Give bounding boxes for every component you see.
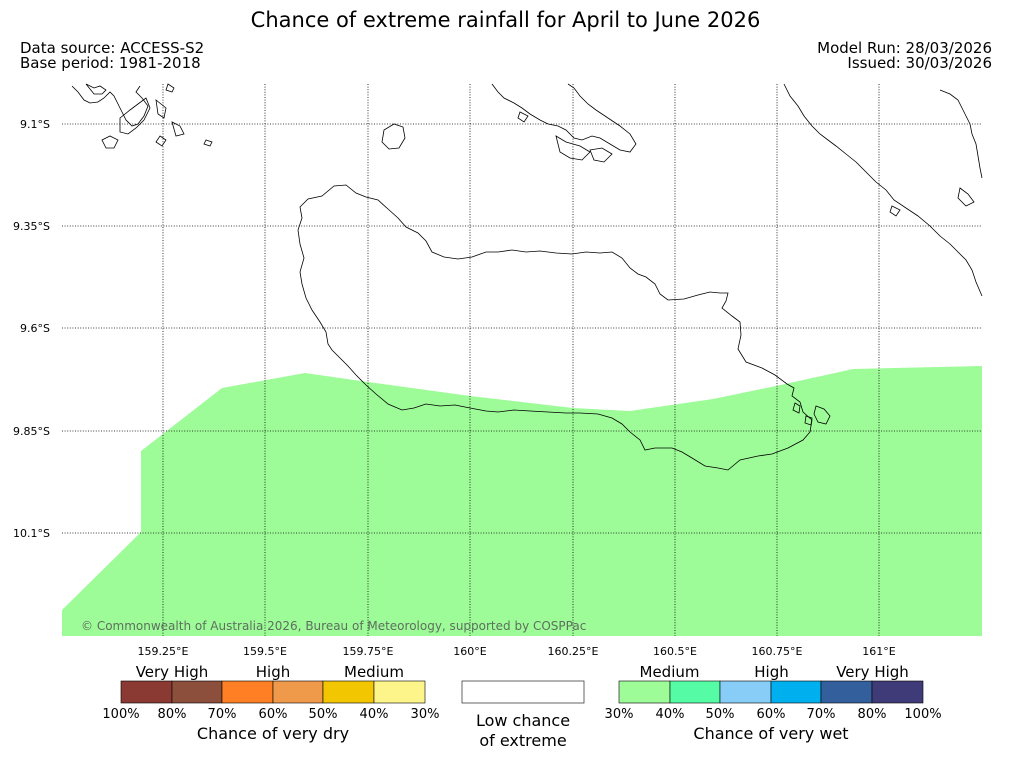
dry-caption: Chance of very dry xyxy=(196,724,350,743)
wet-colorbar xyxy=(618,680,924,704)
coastline-nw-group xyxy=(71,85,149,127)
coastline-nw-island-c xyxy=(155,99,167,119)
wet-swatch xyxy=(669,680,721,704)
wet-percent-label: 60% xyxy=(756,707,786,722)
dry-swatch xyxy=(373,680,426,704)
coastline-nw-island-d xyxy=(171,121,185,137)
wet-swatch xyxy=(871,680,924,704)
coastline-northeast-islets xyxy=(939,89,983,179)
dry-level-label: Very High xyxy=(135,663,209,681)
lon-label: 159.75°E xyxy=(342,645,394,658)
coastlines xyxy=(71,83,983,471)
map-title: Chance of extreme rainfall for April to … xyxy=(250,8,761,32)
wet-percent-label: 40% xyxy=(655,707,685,722)
dry-level-label: Medium xyxy=(344,663,404,681)
issued-text: Issued: 30/03/2026 xyxy=(847,54,992,72)
coastline-islet-1 xyxy=(813,405,831,425)
dry-percent-label: 50% xyxy=(308,707,338,722)
coastline-nw-island-b xyxy=(101,135,119,149)
dry-swatch xyxy=(272,680,324,704)
coastline-ne-islet-b xyxy=(889,205,901,217)
wet-percent-label: 50% xyxy=(705,707,735,722)
wet-swatch xyxy=(719,680,772,704)
dry-swatch xyxy=(120,680,173,704)
dry-percent-label: 70% xyxy=(207,707,237,722)
wet-level-label: Very High xyxy=(836,663,909,681)
graticule xyxy=(62,84,982,636)
dry-percent-label: 30% xyxy=(410,707,440,722)
coastline-nw-island-e xyxy=(155,135,167,147)
neutral-swatch xyxy=(461,680,585,704)
lon-label: 160.75°E xyxy=(751,645,803,658)
dry-swatch xyxy=(171,680,223,704)
very-wet-30-40-region xyxy=(62,366,982,636)
data-source-text: Data source: ACCESS-S2 xyxy=(20,39,205,57)
lat-label: 9.85°S xyxy=(13,425,50,438)
neutral-caption-line1: Low chance xyxy=(475,711,571,730)
neutral-swatch-box xyxy=(461,680,585,704)
coastline-islet-3 xyxy=(804,415,813,426)
wet-percent-label: 80% xyxy=(857,707,887,722)
lon-label: 160.25°E xyxy=(547,645,599,658)
dry-colorbar xyxy=(120,680,426,704)
lon-label: 159.25°E xyxy=(137,645,189,658)
dry-swatch xyxy=(322,680,375,704)
wet-percent-label: 30% xyxy=(604,707,634,722)
coastline-nw-island-f xyxy=(203,139,213,147)
coastline-nw-island-a xyxy=(119,97,151,135)
coastline-north-island-c xyxy=(517,111,529,123)
copyright-text: © Commonwealth of Australia 2026, Bureau… xyxy=(81,619,587,633)
coastline-nw-island-g xyxy=(85,83,107,95)
coastline-round-islet xyxy=(381,123,406,150)
wet-percent-label: 100% xyxy=(904,707,942,722)
coastline-north-group xyxy=(491,83,637,153)
lat-label: 9.35°S xyxy=(13,220,50,233)
dry-percent-label: 40% xyxy=(359,707,389,722)
base-period-text: Base period: 1981-2018 xyxy=(20,54,201,72)
coastline-islet-2 xyxy=(792,402,801,414)
coastline-north-island-a xyxy=(555,135,591,161)
wet-level-label: Medium xyxy=(639,663,700,681)
coastline-north-island-b xyxy=(589,147,613,163)
lon-label: 160.5°E xyxy=(653,645,697,658)
lon-label: 159.5°E xyxy=(243,645,287,658)
dry-level-label: High xyxy=(255,663,291,681)
wet-percent-label: 70% xyxy=(806,707,836,722)
coastline-ne-islet-a xyxy=(957,187,975,207)
dry-percent-label: 80% xyxy=(157,707,187,722)
dry-swatch xyxy=(221,680,274,704)
coastline-main-island xyxy=(297,184,813,471)
lat-label: 9.6°S xyxy=(20,322,50,335)
model-run-text: Model Run: 28/03/2026 xyxy=(817,39,992,57)
lat-label: 9.1°S xyxy=(20,118,50,131)
lon-label: 160°E xyxy=(453,645,487,658)
lat-label: 10.1°S xyxy=(13,527,50,540)
dry-percent-label: 60% xyxy=(258,707,288,722)
coastline-northeast xyxy=(783,83,983,297)
neutral-caption-line2: of extreme xyxy=(479,731,567,750)
dry-percent-label: 100% xyxy=(102,707,140,722)
wet-swatch xyxy=(770,680,822,704)
wet-swatch xyxy=(820,680,873,704)
lon-label: 161°E xyxy=(862,645,896,658)
wet-caption: Chance of very wet xyxy=(693,724,849,743)
wet-swatch xyxy=(618,680,671,704)
wet-level-label: High xyxy=(754,663,789,681)
coastline-nw-island-h xyxy=(165,83,175,93)
